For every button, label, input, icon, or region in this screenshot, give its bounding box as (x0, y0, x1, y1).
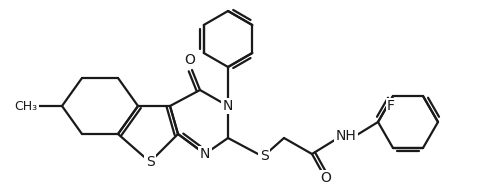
Text: S: S (260, 149, 268, 163)
Text: S: S (146, 155, 155, 169)
Text: O: O (321, 171, 331, 185)
Text: CH₃: CH₃ (14, 100, 38, 113)
Text: O: O (185, 53, 196, 67)
Text: N: N (200, 147, 210, 161)
Text: F: F (387, 99, 395, 113)
Text: N: N (223, 99, 233, 113)
Text: NH: NH (335, 129, 356, 143)
